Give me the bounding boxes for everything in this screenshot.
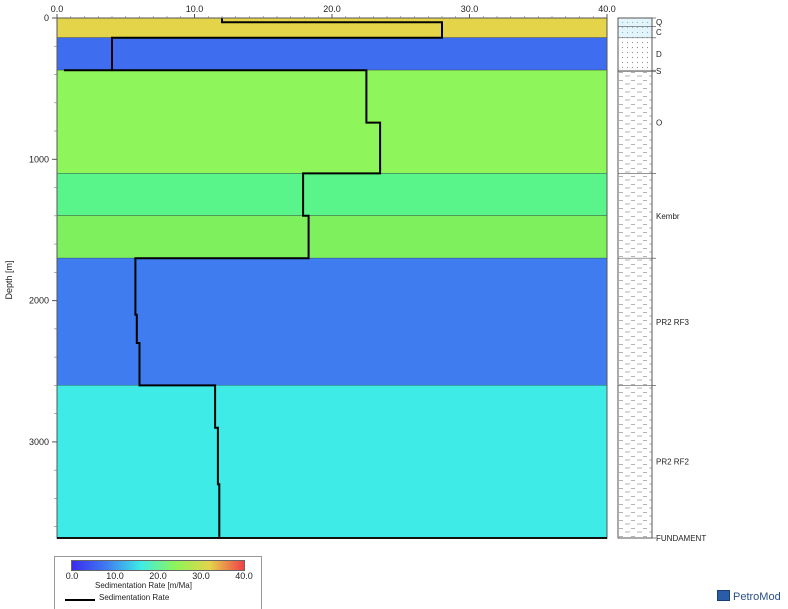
brand-label: PetroMod xyxy=(733,591,781,603)
lithology-unit-1 xyxy=(617,26,653,39)
lithology-column: QC DS O Kembr PR2 RF3 PR2 RF2 FUNDAMENT xyxy=(617,17,706,543)
x-tick-label-3: 30.0 xyxy=(461,4,479,14)
x-tick-label-4: 40.0 xyxy=(598,4,616,14)
lithology-unit-6 xyxy=(617,257,653,386)
sedimentation-rate-series xyxy=(63,18,443,539)
layer-band-5 xyxy=(57,258,607,386)
lithology-label-7: PR2 RF2 xyxy=(656,458,689,467)
lithology-unit-5 xyxy=(617,173,653,259)
sedimentation-layers xyxy=(57,18,607,539)
legend: 0.0 10.0 20.0 30.0 40.0 Sedimentation Rate [… xyxy=(54,556,262,609)
lithology-unit-4 xyxy=(617,71,653,174)
lithology-border xyxy=(617,17,653,539)
layer-band-3 xyxy=(57,173,607,216)
legend-line-swatch xyxy=(65,599,95,601)
petromod-icon xyxy=(717,590,730,601)
legend-colorbar-tick-0: 0.0 xyxy=(65,571,79,581)
x-tick-label-1: 10.0 xyxy=(186,4,204,14)
lithology-label-0: Q xyxy=(656,18,662,27)
legend-colorbar-title: Sedimentation Rate [m/Ma] xyxy=(95,581,192,590)
y-tick-label-1: 1000 xyxy=(29,154,49,164)
lithology-label-8: FUNDAMENT xyxy=(656,534,706,543)
lithology-label-2: D xyxy=(656,50,662,59)
layer-band-6 xyxy=(57,385,607,538)
y-axis-label: Depth [m] xyxy=(4,260,14,299)
lithology-label-3: S xyxy=(656,67,661,76)
lithology-label-5: Kembr xyxy=(656,212,680,221)
x-tick-label-2: 20.0 xyxy=(323,4,341,14)
legend-colorbar-tick-2: 20.0 xyxy=(149,571,167,581)
y-axis-ticks: 0 1000 2000 3000 xyxy=(29,13,57,527)
layer-band-2 xyxy=(57,70,607,174)
legend-colorbar-tick-3: 30.0 xyxy=(192,571,210,581)
lithology-label-1: C xyxy=(656,28,662,37)
sedimentation-rate-line-0 xyxy=(63,18,443,539)
legend-colorbar-tick-4: 40.0 xyxy=(235,571,253,581)
y-tick-label-3: 3000 xyxy=(29,437,49,447)
petromod-logo: PetroMod xyxy=(717,590,781,603)
y-tick-label-2: 2000 xyxy=(29,296,49,306)
x-axis-ticks: 0.0 10.0 20.0 30.0 40.0 xyxy=(51,4,616,18)
y-tick-label-0: 0 xyxy=(44,13,49,23)
lithology-label-6: PR2 RF3 xyxy=(656,318,689,327)
legend-line-label: Sedimentation Rate xyxy=(99,593,170,602)
layer-band-4 xyxy=(57,215,607,259)
layer-band-1 xyxy=(57,37,607,71)
lithology-label-4: O xyxy=(656,119,662,128)
legend-colorbar xyxy=(71,560,245,571)
layer-band-0 xyxy=(57,18,607,38)
sedimentation-rate-chart: 0.0 10.0 20.0 30.0 40.0 0 1000 2000 3000 Depth … xyxy=(4,4,706,543)
legend-colorbar-tick-1: 10.0 xyxy=(106,571,124,581)
lithology-unit-2 xyxy=(617,37,653,71)
lithology-unit-7 xyxy=(617,385,653,539)
lithology-unit-0 xyxy=(617,17,653,27)
x-tick-label-0: 0.0 xyxy=(51,4,64,14)
